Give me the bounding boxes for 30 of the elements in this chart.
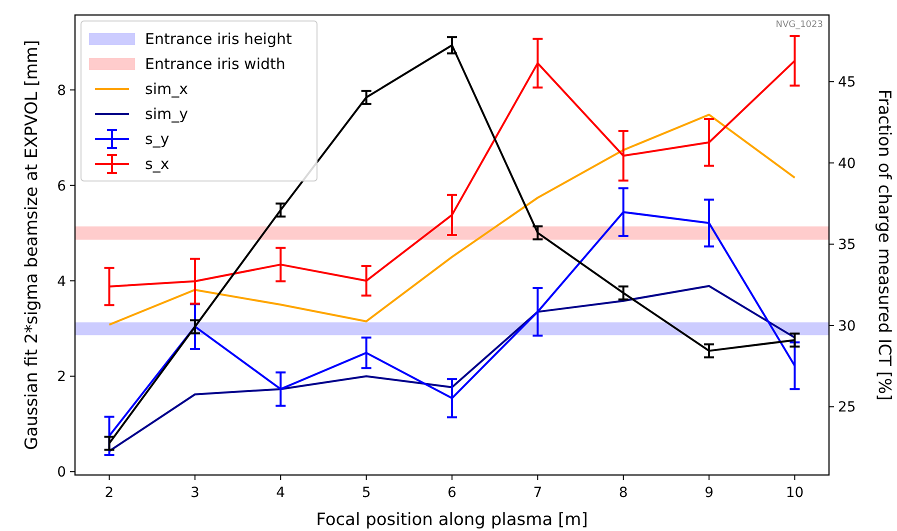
x-tick-label: 4 bbox=[276, 485, 286, 501]
y2-tick-label: 25 bbox=[838, 400, 856, 416]
y2-tick-label: 40 bbox=[838, 156, 856, 172]
legend-label: Entrance iris width bbox=[145, 55, 286, 73]
line-series bbox=[108, 285, 796, 452]
x-tick-label: 7 bbox=[533, 485, 542, 501]
y-tick-label: 2 bbox=[57, 369, 66, 386]
x-tick-label: 6 bbox=[448, 485, 457, 501]
y2-tick-label: 30 bbox=[838, 318, 856, 334]
y-tick-label: 8 bbox=[57, 82, 66, 99]
x-tick-label: 5 bbox=[362, 485, 371, 501]
x-tick-label: 3 bbox=[190, 485, 200, 501]
y2-tick-label: 35 bbox=[838, 237, 856, 254]
legend-label: sim_y bbox=[145, 105, 188, 123]
x-tick-label: 8 bbox=[618, 485, 628, 501]
x-tick-label: 9 bbox=[704, 485, 714, 501]
y-axis-title: Gaussian fit 2*sigma beamsize at EXPVOL [mm] bbox=[22, 40, 42, 450]
y-tick-label: 0 bbox=[57, 464, 66, 481]
legend-label: s_y bbox=[145, 130, 170, 148]
annotation: NVG_1023 bbox=[776, 20, 823, 30]
x-tick-label: 2 bbox=[104, 485, 114, 501]
y2-tick-label: 45 bbox=[838, 74, 856, 91]
legend-label: s_x bbox=[145, 155, 170, 173]
x-tick-label: 10 bbox=[786, 485, 804, 501]
x-axis-title: Focal position along plasma [m] bbox=[316, 510, 588, 530]
legend-label: Entrance iris height bbox=[145, 30, 292, 48]
y2-axis-title: Fraction of charge measured ICT [%] bbox=[874, 89, 894, 401]
y-tick-label: 4 bbox=[57, 274, 66, 290]
legend-label: sim_x bbox=[145, 80, 188, 98]
y-tick-label: 6 bbox=[57, 178, 66, 194]
